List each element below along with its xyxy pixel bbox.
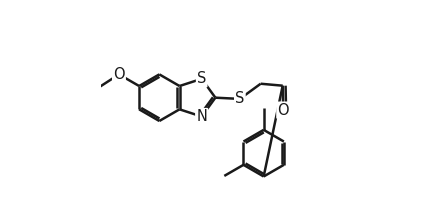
Text: O: O (113, 67, 125, 82)
Text: N: N (196, 109, 207, 124)
Text: O: O (277, 103, 289, 118)
Text: S: S (197, 71, 206, 86)
Text: S: S (235, 91, 244, 106)
